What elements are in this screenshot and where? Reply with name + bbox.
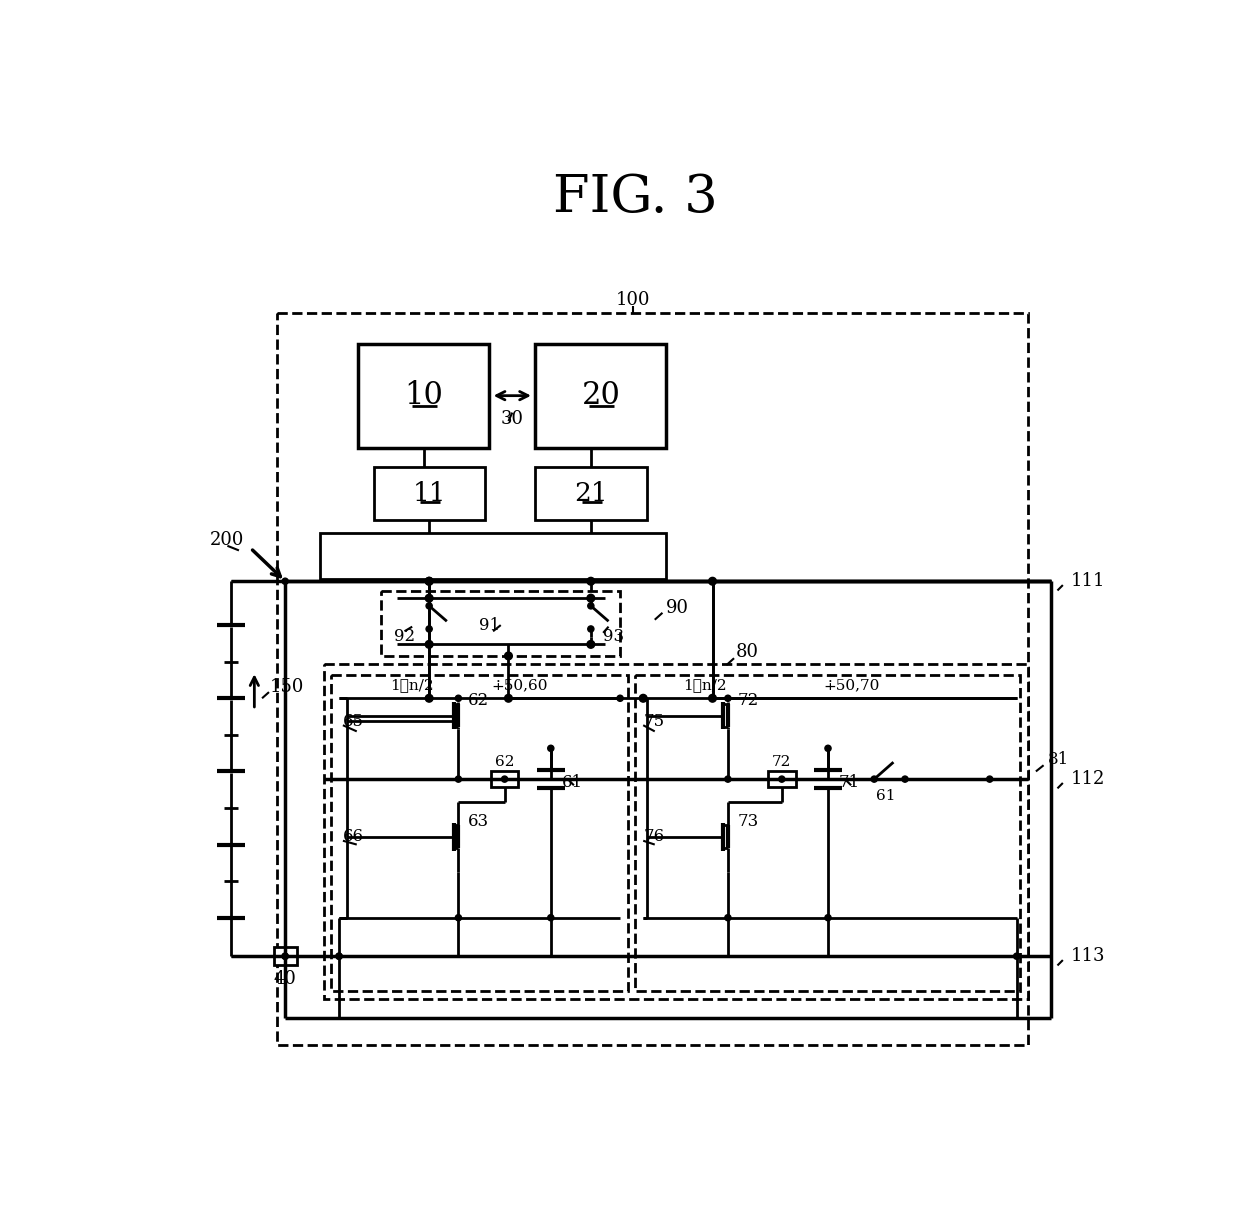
Bar: [635, 675, 1021, 991]
Text: FIG. 3: FIG. 3: [553, 172, 718, 223]
Circle shape: [548, 915, 554, 921]
Text: 65: 65: [343, 713, 363, 730]
Bar: [331, 675, 627, 991]
Circle shape: [425, 595, 433, 602]
Circle shape: [587, 577, 595, 585]
Circle shape: [588, 625, 594, 632]
Circle shape: [336, 953, 342, 959]
Text: 112: 112: [1070, 771, 1105, 788]
Circle shape: [987, 776, 993, 782]
Circle shape: [725, 915, 732, 921]
Circle shape: [455, 776, 461, 782]
Text: 20: 20: [582, 380, 620, 411]
Circle shape: [725, 696, 732, 702]
Bar: [278, 313, 1028, 1045]
Circle shape: [281, 579, 288, 585]
Circle shape: [872, 776, 877, 782]
Circle shape: [425, 640, 433, 649]
Text: 1⋯n/2: 1⋯n/2: [391, 678, 434, 692]
Text: 113: 113: [1070, 947, 1105, 965]
Circle shape: [825, 745, 831, 751]
Bar: [382, 591, 620, 656]
Circle shape: [505, 694, 512, 702]
Circle shape: [640, 696, 646, 702]
Circle shape: [588, 603, 594, 609]
Circle shape: [709, 696, 715, 702]
Text: 75: 75: [644, 713, 665, 730]
Text: 76: 76: [644, 828, 665, 846]
Circle shape: [425, 577, 433, 585]
Text: 71: 71: [839, 774, 861, 792]
Text: 150: 150: [270, 678, 304, 696]
Text: 92: 92: [394, 628, 415, 645]
Text: 62: 62: [495, 755, 515, 769]
Circle shape: [425, 694, 433, 702]
Text: 111: 111: [1070, 572, 1105, 590]
Circle shape: [708, 694, 717, 702]
Text: 1⋯n/2: 1⋯n/2: [683, 678, 727, 692]
Bar: [536, 468, 647, 519]
Text: 72: 72: [773, 755, 791, 769]
Text: ∔50,60: ∔50,60: [492, 678, 548, 692]
Bar: [536, 345, 666, 448]
Text: 91: 91: [479, 617, 500, 634]
Text: 90: 90: [666, 599, 689, 617]
Text: 80: 80: [735, 643, 759, 661]
Circle shape: [501, 776, 507, 782]
Circle shape: [587, 595, 595, 602]
Circle shape: [779, 776, 785, 782]
Circle shape: [708, 577, 717, 585]
Text: 21: 21: [574, 481, 608, 506]
Text: 66: 66: [343, 828, 363, 846]
Circle shape: [618, 696, 624, 702]
Text: 81: 81: [1048, 751, 1069, 768]
Text: 30: 30: [501, 410, 523, 427]
Bar: [324, 664, 1028, 998]
Circle shape: [455, 696, 461, 702]
Circle shape: [825, 915, 831, 921]
Circle shape: [725, 776, 732, 782]
Circle shape: [336, 953, 342, 959]
Text: 73: 73: [737, 812, 759, 830]
Circle shape: [548, 745, 554, 751]
Text: 100: 100: [616, 292, 651, 309]
Text: 63: 63: [467, 812, 489, 830]
Bar: [320, 533, 666, 579]
Circle shape: [425, 577, 433, 585]
Text: 62: 62: [467, 692, 489, 709]
Text: 72: 72: [737, 692, 759, 709]
Circle shape: [427, 696, 433, 702]
Circle shape: [427, 603, 433, 609]
Bar: [491, 772, 518, 787]
Bar: [274, 947, 296, 965]
Text: 200: 200: [211, 532, 244, 549]
Bar: [768, 772, 796, 787]
Circle shape: [281, 953, 288, 959]
Circle shape: [640, 694, 647, 702]
Circle shape: [505, 652, 512, 660]
Text: 93: 93: [604, 628, 625, 645]
Circle shape: [281, 953, 288, 959]
Text: 10: 10: [404, 380, 443, 411]
Bar: [373, 468, 485, 519]
Circle shape: [1013, 953, 1019, 959]
Text: 61: 61: [875, 789, 895, 803]
Circle shape: [427, 625, 433, 632]
Text: 11: 11: [413, 481, 446, 506]
Text: 40: 40: [274, 970, 296, 988]
Circle shape: [455, 915, 461, 921]
Circle shape: [587, 640, 595, 649]
Text: 61: 61: [562, 774, 583, 792]
Text: ∔50,70: ∔50,70: [823, 678, 879, 692]
Bar: [358, 345, 490, 448]
Circle shape: [901, 776, 908, 782]
